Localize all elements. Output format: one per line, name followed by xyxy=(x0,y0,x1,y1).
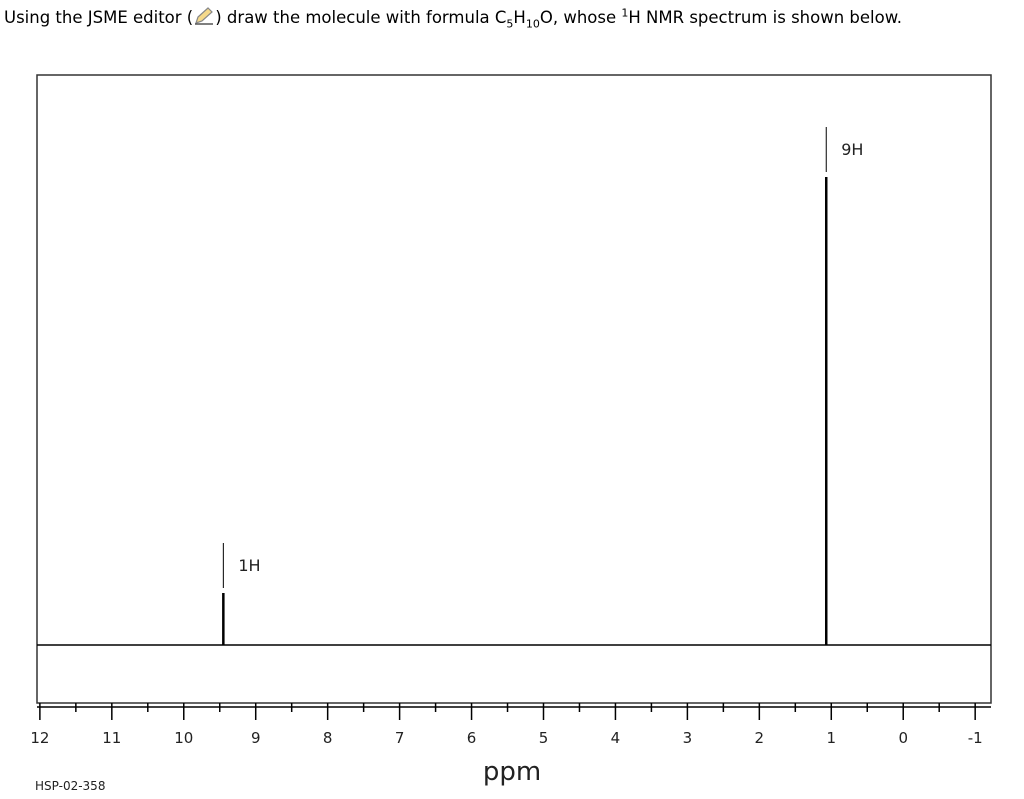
x-tick-label: 12 xyxy=(30,729,49,747)
source-label: HSP-02-358 xyxy=(35,779,105,793)
question-text: H NMR spectrum is shown below. xyxy=(628,8,902,27)
x-axis-label: ppm xyxy=(483,757,541,787)
subscript: 5 xyxy=(506,17,514,31)
x-tick-label: 2 xyxy=(755,729,765,747)
x-tick-label: -1 xyxy=(968,729,983,747)
question-text: ) draw the molecule with formula C xyxy=(215,8,507,27)
x-tick-label: 1 xyxy=(827,729,837,747)
x-tick-label: 4 xyxy=(611,729,621,747)
question-text: Using the JSME editor ( xyxy=(4,8,194,27)
x-tick-label: 0 xyxy=(898,729,908,747)
pencil-icon[interactable] xyxy=(193,6,215,26)
x-tick-label: 11 xyxy=(102,729,121,747)
subscript: 10 xyxy=(525,17,540,31)
x-tick-label: 3 xyxy=(683,729,693,747)
x-tick-label: 8 xyxy=(323,729,333,747)
question-text: H xyxy=(513,8,526,27)
x-tick-label: 9 xyxy=(251,729,261,747)
question: Using the JSME editor ( ) draw the molecu… xyxy=(4,6,1024,31)
peak-label: 1H xyxy=(238,556,260,575)
x-tick-label: 5 xyxy=(539,729,549,747)
question-text: O, whose xyxy=(539,8,622,27)
x-tick-label: 10 xyxy=(174,729,193,747)
x-tick-label: 6 xyxy=(467,729,477,747)
plot-frame xyxy=(36,74,992,704)
peak-label: 9H xyxy=(841,140,863,159)
superscript: 1 xyxy=(621,6,629,20)
x-tick-label: 7 xyxy=(395,729,405,747)
